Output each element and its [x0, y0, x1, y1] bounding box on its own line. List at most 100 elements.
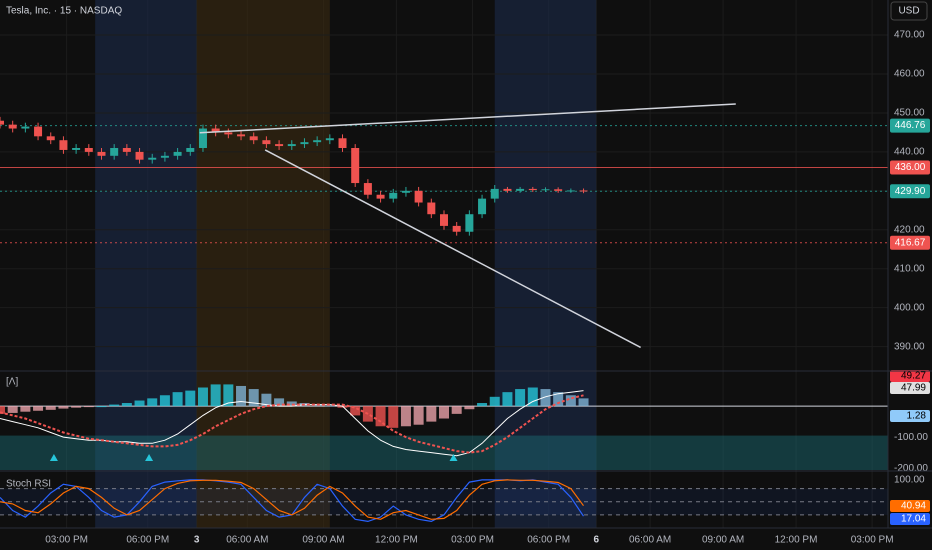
x-tick-label: 09:00 AM — [702, 535, 744, 546]
candle-body — [401, 190, 410, 193]
candle-body — [300, 142, 309, 145]
x-tick-label: 12:00 PM — [775, 535, 818, 546]
y-tick-label: 420.00 — [894, 224, 925, 235]
y-tick-label: -100.00 — [894, 432, 928, 443]
histogram-bar — [96, 406, 107, 408]
histogram-bar — [375, 406, 386, 427]
candle-body — [325, 138, 334, 141]
candle-body — [389, 192, 398, 199]
histogram-bar — [197, 387, 208, 407]
session-band — [494, 0, 597, 528]
histogram-bar — [0, 406, 5, 414]
value-label-box — [890, 370, 930, 382]
histogram-bar — [350, 406, 361, 416]
candle-body — [237, 134, 246, 137]
signal-marker — [49, 454, 58, 461]
candle-body — [84, 148, 93, 152]
zone — [0, 435, 888, 470]
histogram-bar — [71, 406, 82, 408]
currency[interactable]: USD — [898, 6, 919, 17]
histogram-bar — [236, 385, 247, 407]
candle-body — [313, 140, 322, 143]
histogram-bar — [7, 406, 18, 413]
value-label: 40.94 — [901, 501, 926, 512]
candle-body — [427, 202, 436, 215]
series-line — [0, 479, 584, 520]
symbol-title: Tesla, Inc. · 15 · NASDAQ — [6, 6, 122, 17]
histogram-bar — [20, 406, 31, 412]
pane-title: [Λ] — [6, 377, 18, 388]
session-band — [196, 0, 330, 528]
y-tick-label: 390.00 — [894, 341, 925, 352]
price-label-box — [890, 118, 930, 133]
candle-body — [46, 136, 55, 141]
y-tick-label: 410.00 — [894, 263, 925, 274]
price-label-box — [890, 184, 930, 199]
candle-body — [554, 189, 563, 191]
value-label-box — [890, 513, 930, 525]
histogram-bar — [426, 406, 437, 422]
candle-body — [21, 126, 30, 129]
histogram-bar — [159, 395, 170, 407]
histogram-bar — [451, 406, 462, 414]
histogram-bar — [439, 406, 449, 419]
value-label: 1.28 — [907, 411, 927, 422]
y-tick-label: 400.00 — [894, 302, 925, 313]
y-tick-label: 450.00 — [894, 108, 925, 119]
candle-body — [59, 140, 68, 150]
price-label: 416.67 — [895, 237, 926, 248]
candle-body — [262, 140, 271, 145]
histogram-bar — [121, 403, 132, 407]
candle-body — [173, 151, 182, 156]
y-tick-label: 470.00 — [894, 30, 925, 41]
value-label: 47.99 — [901, 383, 926, 394]
y-tick-label: 460.00 — [894, 69, 925, 80]
candle-body — [452, 225, 461, 232]
candle-body — [338, 138, 347, 148]
x-tick-label: 3 — [194, 535, 200, 546]
histogram-bar — [274, 398, 285, 407]
histogram-bar — [388, 406, 399, 428]
histogram-bar — [464, 406, 475, 410]
x-tick-label: 06:00 PM — [527, 535, 570, 546]
histogram-bar — [565, 395, 576, 407]
x-tick-label: 6 — [593, 535, 599, 546]
candle-body — [566, 190, 575, 192]
value-label: 49.27 — [901, 371, 926, 382]
histogram-bar — [515, 389, 526, 407]
x-tick-label: 06:00 AM — [629, 535, 671, 546]
histogram-bar — [58, 406, 69, 409]
candle-body — [363, 183, 372, 195]
candle-body — [160, 155, 169, 158]
candle-body — [465, 214, 474, 232]
candle-body — [135, 151, 144, 160]
x-tick-label: 09:00 AM — [302, 535, 344, 546]
candle-body — [528, 188, 537, 191]
candle-body — [516, 188, 525, 191]
histogram-bar — [400, 406, 411, 427]
candle-body — [211, 128, 220, 133]
session-band — [95, 0, 197, 528]
value-label: 17.04 — [901, 514, 926, 525]
candle-body — [503, 188, 512, 191]
x-tick-label: 03:00 PM — [451, 535, 494, 546]
currency-box[interactable] — [890, 1, 928, 21]
candle-body — [0, 120, 4, 125]
trend-line — [264, 149, 641, 349]
candle-body — [110, 148, 119, 156]
histogram-bar — [172, 392, 183, 407]
value-label-box — [890, 410, 930, 422]
signal-marker — [449, 454, 458, 461]
candle-body — [579, 190, 588, 192]
candle-body — [541, 189, 550, 191]
histogram-bar — [578, 398, 589, 407]
y-tick-label: 440.00 — [894, 147, 925, 158]
histogram-bar — [527, 387, 538, 407]
price-label: 436.00 — [895, 162, 926, 173]
price-label-box — [890, 235, 930, 250]
histogram-bar — [45, 406, 56, 410]
price-label-box — [890, 160, 930, 175]
histogram-bar — [210, 384, 221, 407]
histogram-bar — [286, 401, 297, 407]
